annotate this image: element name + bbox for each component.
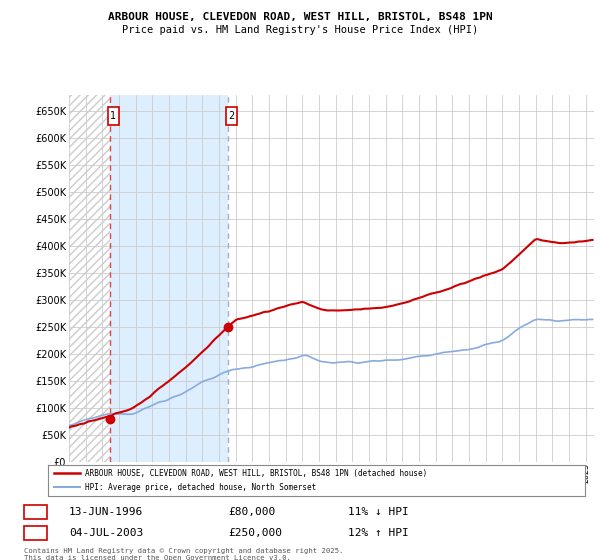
Text: 2: 2 xyxy=(229,111,235,121)
Text: £80,000: £80,000 xyxy=(228,507,275,517)
Text: HPI: Average price, detached house, North Somerset: HPI: Average price, detached house, Nort… xyxy=(85,483,316,492)
Text: 04-JUL-2003: 04-JUL-2003 xyxy=(69,528,143,538)
FancyBboxPatch shape xyxy=(107,108,119,124)
Text: 12% ↑ HPI: 12% ↑ HPI xyxy=(348,528,409,538)
Text: ARBOUR HOUSE, CLEVEDON ROAD, WEST HILL, BRISTOL, BS48 1PN (detached house): ARBOUR HOUSE, CLEVEDON ROAD, WEST HILL, … xyxy=(85,469,427,478)
Text: ARBOUR HOUSE, CLEVEDON ROAD, WEST HILL, BRISTOL, BS48 1PN: ARBOUR HOUSE, CLEVEDON ROAD, WEST HILL, … xyxy=(107,12,493,22)
Text: 13-JUN-1996: 13-JUN-1996 xyxy=(69,507,143,517)
FancyBboxPatch shape xyxy=(226,108,238,124)
Text: £250,000: £250,000 xyxy=(228,528,282,538)
Text: 11% ↓ HPI: 11% ↓ HPI xyxy=(348,507,409,517)
Bar xyxy=(110,95,228,462)
Text: 1: 1 xyxy=(110,111,116,121)
Text: Price paid vs. HM Land Registry's House Price Index (HPI): Price paid vs. HM Land Registry's House … xyxy=(122,25,478,35)
Text: 2: 2 xyxy=(32,528,39,538)
Text: Contains HM Land Registry data © Crown copyright and database right 2025.
This d: Contains HM Land Registry data © Crown c… xyxy=(24,548,343,560)
Bar xyxy=(69,95,110,462)
Text: 1: 1 xyxy=(32,507,39,517)
